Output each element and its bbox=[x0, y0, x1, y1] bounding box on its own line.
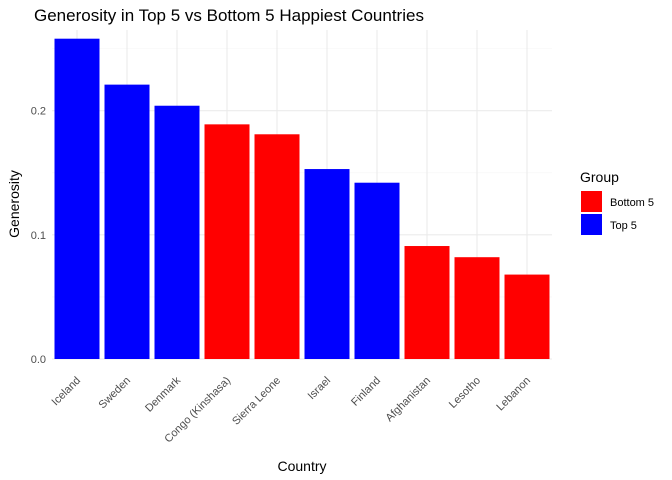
x-tick-label: Lebanon bbox=[494, 375, 533, 414]
x-axis-title: Country bbox=[277, 458, 326, 474]
bar bbox=[404, 246, 450, 359]
legend-swatch bbox=[581, 191, 602, 212]
bar bbox=[354, 182, 400, 359]
y-tick-label: 0.0 bbox=[31, 354, 46, 366]
x-tick-label: Sweden bbox=[97, 375, 134, 412]
bar bbox=[104, 84, 150, 360]
chart-title: Generosity in Top 5 vs Bottom 5 Happiest… bbox=[34, 6, 424, 25]
x-tick-label: Afghanistan bbox=[384, 375, 434, 425]
x-tick-label: Denmark bbox=[143, 374, 183, 414]
legend-label: Bottom 5 bbox=[610, 197, 654, 209]
bar bbox=[204, 124, 250, 360]
x-tick-label: Iceland bbox=[50, 375, 84, 409]
x-tick-label: Finland bbox=[349, 375, 383, 409]
bar bbox=[254, 134, 300, 359]
bar bbox=[154, 105, 200, 359]
bar bbox=[54, 38, 100, 360]
legend-label: Top 5 bbox=[610, 220, 637, 232]
x-tick-label: Israel bbox=[306, 375, 334, 403]
x-tick-label: Sierra Leone bbox=[230, 375, 283, 428]
y-tick-labels: 0.0 0.1 0.2 bbox=[31, 106, 46, 366]
y-tick-label: 0.1 bbox=[31, 230, 46, 242]
y-axis-title: Generosity bbox=[6, 170, 22, 238]
bars bbox=[54, 38, 550, 360]
bar bbox=[304, 169, 350, 359]
bar bbox=[504, 274, 550, 359]
legend: Group Bottom 5 Top 5 bbox=[580, 169, 654, 235]
bar bbox=[454, 257, 500, 359]
y-tick-label: 0.2 bbox=[31, 106, 46, 118]
legend-title: Group bbox=[580, 169, 619, 185]
legend-swatch bbox=[581, 214, 602, 235]
x-tick-label: Lesotho bbox=[447, 375, 483, 411]
